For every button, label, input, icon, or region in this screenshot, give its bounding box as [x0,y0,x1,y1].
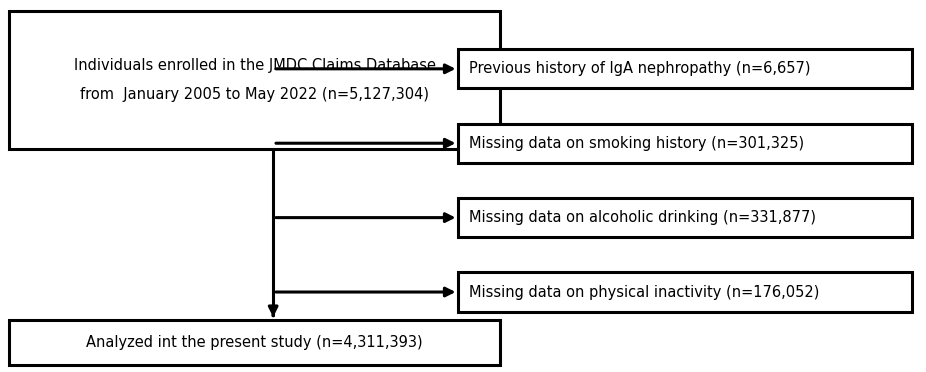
Text: Missing data on smoking history (n=301,325): Missing data on smoking history (n=301,3… [469,136,805,151]
FancyBboxPatch shape [458,272,912,311]
FancyBboxPatch shape [458,49,912,89]
FancyBboxPatch shape [9,320,500,365]
FancyBboxPatch shape [9,11,500,149]
FancyBboxPatch shape [458,198,912,237]
Text: Missing data on physical inactivity (n=176,052): Missing data on physical inactivity (n=1… [469,285,820,299]
Text: Missing data on alcoholic drinking (n=331,877): Missing data on alcoholic drinking (n=33… [469,210,817,225]
Text: Previous history of IgA nephropathy (n=6,657): Previous history of IgA nephropathy (n=6… [469,61,811,76]
Text: Individuals enrolled in the JMDC Claims Database
from  January 2005 to May 2022 : Individuals enrolled in the JMDC Claims … [74,58,435,102]
Text: Analyzed int the present study (n=4,311,393): Analyzed int the present study (n=4,311,… [86,335,423,350]
FancyBboxPatch shape [458,124,912,163]
